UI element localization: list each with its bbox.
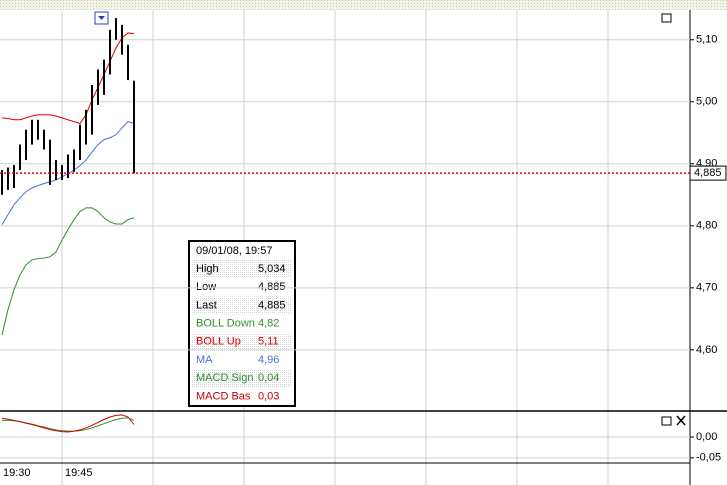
tooltip-label: BOLL Down (196, 318, 255, 330)
marker-arrow (98, 16, 105, 20)
indicator-line (1, 414, 135, 433)
tooltip: 09/01/08, 19:57 High 5,034 Low 4,885 Last 4,8… (188, 240, 296, 407)
tooltip-value: 4,96 (258, 354, 279, 366)
tooltip-value: 4,885 (258, 281, 286, 293)
tooltip-value: 0,03 (258, 390, 279, 402)
tooltip-value: 5,11 (258, 336, 279, 348)
maximize-button[interactable] (661, 416, 672, 426)
tooltip-row-bg (192, 260, 292, 278)
tooltip-label: MACD Sign (196, 372, 253, 384)
y-tick-label: 4,80 (696, 220, 717, 232)
last-price-tag (689, 165, 727, 181)
tooltip-value: 5,034 (258, 263, 286, 275)
tooltip-date: 09/01/08, 19:57 (196, 245, 272, 257)
indicator-line (1, 207, 135, 336)
tooltip-label: Last (196, 299, 217, 311)
tooltip-row-bg (192, 332, 292, 351)
top-strip (0, 0, 727, 10)
tooltip-value: 0,04 (258, 372, 279, 384)
y-tick-label: 0,00 (696, 431, 717, 443)
tooltip-row-bg (192, 296, 292, 315)
y-tick-label: 5,10 (696, 34, 717, 46)
x-tick-label: 19:45 (65, 467, 93, 479)
indicator-line (1, 32, 135, 125)
tooltip-label: MACD Bas (196, 390, 251, 402)
tooltip-value: 4,885 (258, 299, 286, 311)
x-tick-label: 19:30 (3, 467, 31, 479)
y-tick-label: -0,05 (696, 452, 721, 464)
y-tick-label: 5,00 (696, 96, 717, 108)
tooltip-value: 4,82 (258, 318, 279, 330)
indicator-line (2, 417, 135, 432)
vertical-grid (61, 10, 609, 485)
tooltip-label: Low (196, 281, 216, 293)
close-button[interactable] (676, 415, 686, 426)
y-tick-label: 4,70 (696, 282, 717, 294)
tooltip-label: MA (196, 354, 213, 366)
maximize-button[interactable] (661, 13, 672, 23)
tooltip-label: High (196, 263, 219, 275)
tooltip-label: BOLL Up (196, 336, 241, 348)
last-price-label: 4,885 (694, 167, 722, 179)
tooltip-row-bg (192, 369, 292, 388)
y-tick-label: 4,60 (696, 344, 717, 356)
